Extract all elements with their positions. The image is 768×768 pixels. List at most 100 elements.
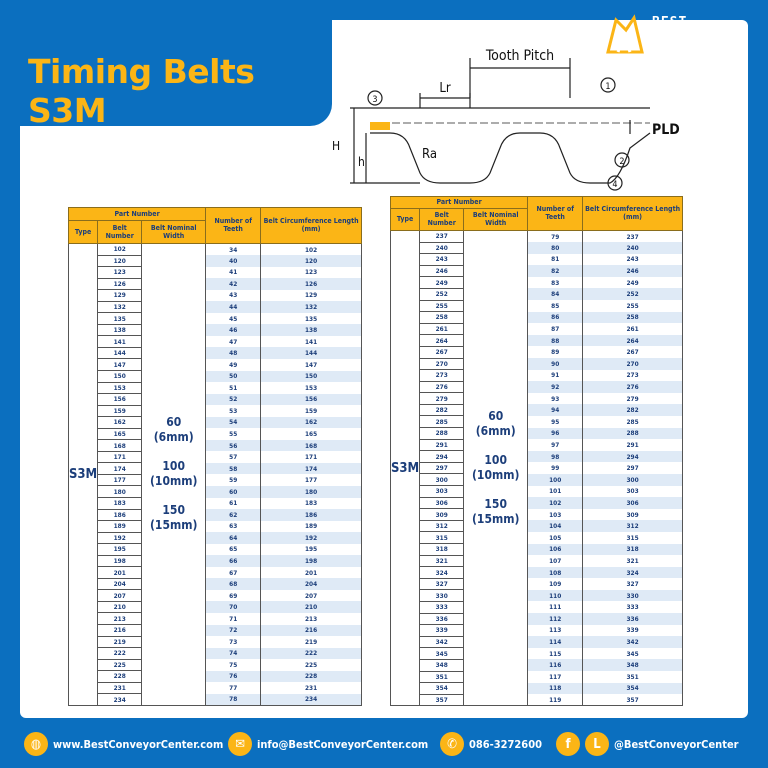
teeth-cell: 84 xyxy=(527,288,584,301)
table-row: S3M 237 60 (6mm) 100 (10mm) 150 (15mm) 79 237 xyxy=(389,230,683,707)
teeth-cell: 71 xyxy=(205,612,262,625)
width-value: 100 xyxy=(484,453,507,468)
circumference-cell: 213 xyxy=(260,612,362,625)
circumference-cell: 168 xyxy=(260,439,362,452)
belt-number-cell: 279 xyxy=(419,392,465,405)
circumference-cell: 231 xyxy=(260,682,362,694)
teeth-cell: 51 xyxy=(205,382,262,394)
circumference-cell: 201 xyxy=(260,566,362,579)
belt-number-cell: 333 xyxy=(419,601,465,614)
page-title: Timing Belts S3M xyxy=(28,52,255,130)
belt-number-cell: 231 xyxy=(97,681,143,695)
belt-number-cell: 300 xyxy=(419,473,465,487)
teeth-cell: 75 xyxy=(205,659,262,671)
table-row: 213 71 213 xyxy=(69,612,362,626)
teeth-cell: 45 xyxy=(205,312,262,325)
belt-number-cell: 288 xyxy=(419,427,465,440)
width-value: (6mm) xyxy=(475,424,516,439)
circumference-cell: 186 xyxy=(260,509,362,521)
callout-2: 2 xyxy=(619,157,624,167)
teeth-cell: 73 xyxy=(205,636,262,648)
circumference-cell: 150 xyxy=(260,370,362,383)
phone-icon: ✆ xyxy=(440,732,464,756)
belt-number-cell: 282 xyxy=(419,403,465,417)
circumference-cell: 243 xyxy=(582,253,683,266)
teeth-cell: 67 xyxy=(205,566,262,579)
mail-icon: ✉ xyxy=(228,732,252,756)
circumference-cell: 324 xyxy=(582,566,683,579)
width-value: (6mm) xyxy=(153,430,194,445)
website-link[interactable]: www.BestConveyorCenter.com xyxy=(53,737,224,751)
table-row: 348 116 348 xyxy=(391,658,683,672)
teeth-cell: 114 xyxy=(527,636,584,648)
circumference-cell: 144 xyxy=(260,347,362,359)
belt-number-cell: 246 xyxy=(419,264,465,278)
header-part-number: Part Number xyxy=(389,196,529,209)
belt-number-cell: 243 xyxy=(419,253,465,266)
table-row: 120 40 120 xyxy=(69,254,362,268)
email-link[interactable]: info@BestConveyorCenter.com xyxy=(257,737,429,751)
circumference-cell: 195 xyxy=(260,543,362,556)
belt-number-cell: 270 xyxy=(419,357,465,371)
belt-number-cell: 171 xyxy=(97,450,143,464)
width-value: (10mm) xyxy=(150,474,198,489)
facebook-icon[interactable]: f xyxy=(556,732,580,756)
circumference-cell: 177 xyxy=(260,474,362,486)
teeth-cell: 58 xyxy=(205,462,262,475)
table-row: 354 118 354 xyxy=(391,682,683,695)
line-icon[interactable]: L xyxy=(585,732,609,756)
title-banner: Timing Belts S3M xyxy=(0,0,332,130)
teeth-cell: 49 xyxy=(205,358,262,371)
teeth-cell: 79 xyxy=(527,230,584,243)
table-row: 327 109 327 xyxy=(391,577,683,591)
teeth-cell: 69 xyxy=(205,589,262,602)
belt-number-cell: 135 xyxy=(97,312,143,325)
teeth-cell: 34 xyxy=(205,243,262,256)
circumference-cell: 174 xyxy=(260,462,362,475)
circumference-cell: 162 xyxy=(260,416,362,429)
table-row: 267 89 267 xyxy=(391,345,683,359)
table-row: 246 82 246 xyxy=(391,264,683,278)
circumference-cell: 357 xyxy=(582,694,683,706)
belt-profile-diagram: Tooth Pitch Lr PLD H h Ra 3 1 2 4 xyxy=(332,48,680,191)
table-row: 240 80 240 xyxy=(391,241,683,255)
teeth-cell: 105 xyxy=(527,531,584,544)
table-row: 258 86 258 xyxy=(391,311,683,324)
phone-number[interactable]: 086-3272600 xyxy=(469,737,542,751)
teeth-cell: 63 xyxy=(205,520,262,533)
circumference-cell: 183 xyxy=(260,497,362,510)
table-row: 351 117 351 xyxy=(391,670,683,684)
width-value: (10mm) xyxy=(472,468,520,483)
teeth-cell: 72 xyxy=(205,624,262,637)
table-row: 294 98 294 xyxy=(391,450,683,463)
table-row: 342 114 342 xyxy=(391,635,683,649)
belt-number-cell: 141 xyxy=(97,335,143,348)
type-cell: S3M xyxy=(67,243,99,706)
circumference-cell: 300 xyxy=(582,473,683,486)
teeth-cell: 96 xyxy=(527,427,584,440)
width-value: 150 xyxy=(162,503,185,518)
belt-number-cell: 177 xyxy=(97,473,143,487)
teeth-cell: 64 xyxy=(205,532,262,544)
teeth-cell: 97 xyxy=(527,439,584,451)
teeth-cell: 47 xyxy=(205,335,262,348)
belt-number-cell: 132 xyxy=(97,300,143,314)
belt-number-cell: 129 xyxy=(97,289,143,302)
table-row: 147 49 147 xyxy=(69,358,362,371)
belt-number-cell: 192 xyxy=(97,531,143,545)
circumference-cell: 351 xyxy=(582,671,683,683)
teeth-cell: 55 xyxy=(205,428,262,440)
belt-number-cell: 240 xyxy=(419,241,465,255)
belt-number-cell: 204 xyxy=(97,577,143,591)
table-row: 270 90 270 xyxy=(391,357,683,371)
belt-number-cell: 249 xyxy=(419,276,465,289)
circumference-cell: 204 xyxy=(260,578,362,590)
circumference-cell: 141 xyxy=(260,335,362,348)
circumference-cell: 342 xyxy=(582,636,683,648)
circumference-cell: 132 xyxy=(260,301,362,313)
table-row: 126 42 126 xyxy=(69,277,362,291)
belt-number-cell: 126 xyxy=(97,277,143,291)
circumference-cell: 240 xyxy=(582,242,683,254)
circumference-cell: 267 xyxy=(582,346,683,359)
circumference-cell: 222 xyxy=(260,647,362,660)
